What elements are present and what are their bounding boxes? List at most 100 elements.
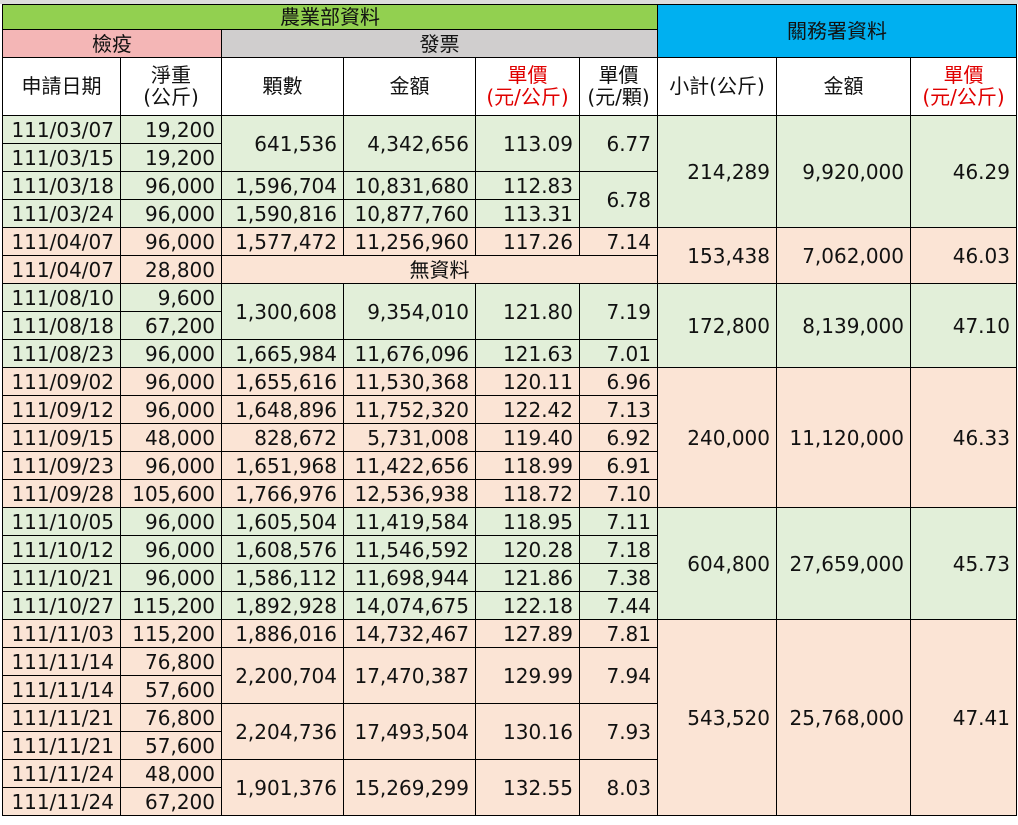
- count-cell: 1,605,504: [221, 507, 344, 536]
- customs-subtotal-cell: 604,800: [657, 507, 777, 620]
- weight-cell: 28,800: [120, 255, 222, 284]
- agri-header: 農業部資料: [2, 4, 658, 30]
- price-each-cell: 7.19: [579, 283, 658, 340]
- count-cell: 1,596,704: [221, 171, 344, 200]
- price-kg-cell: 117.26: [475, 227, 580, 256]
- price-each-cell: 6.77: [579, 115, 658, 172]
- price-kg-cell: 118.95: [475, 507, 580, 536]
- customs-header: 關務署資料: [657, 4, 1017, 58]
- weight-cell: 115,200: [120, 619, 222, 648]
- weight-cell: 96,000: [120, 339, 222, 368]
- date-cell: 111/03/07: [2, 115, 121, 144]
- col-header-unit-price-each: 單價 (元/顆): [579, 57, 658, 116]
- weight-cell: 105,600: [120, 479, 222, 508]
- count-cell: 1,648,896: [221, 395, 344, 424]
- count-cell: 1,300,608: [221, 283, 344, 340]
- customs-amount-cell: 25,768,000: [776, 619, 911, 816]
- col-header-customs-amount: 金額: [776, 57, 911, 116]
- date-cell: 111/09/12: [2, 395, 121, 424]
- amount-cell: 4,342,656: [343, 115, 476, 172]
- weight-cell: 19,200: [120, 143, 222, 172]
- weight-cell: 76,800: [120, 647, 222, 676]
- amount-cell: 11,530,368: [343, 367, 476, 396]
- weight-cell: 57,600: [120, 675, 222, 704]
- price-kg-cell: 120.28: [475, 535, 580, 564]
- price-kg-cell: 112.83: [475, 171, 580, 200]
- price-each-cell: 6.96: [579, 367, 658, 396]
- weight-cell: 96,000: [120, 451, 222, 480]
- amount-cell: 11,752,320: [343, 395, 476, 424]
- weight-cell: 96,000: [120, 507, 222, 536]
- weight-cell: 96,000: [120, 199, 222, 228]
- amount-cell: 11,546,592: [343, 535, 476, 564]
- col-header-subtotal-kg: 小計(公斤): [657, 57, 777, 116]
- price-kg-cell: 127.89: [475, 619, 580, 648]
- count-cell: 1,886,016: [221, 619, 344, 648]
- customs-subtotal-cell: 172,800: [657, 283, 777, 368]
- date-cell: 111/11/24: [2, 759, 121, 788]
- price-kg-cell: 122.18: [475, 591, 580, 620]
- amount-cell: 11,676,096: [343, 339, 476, 368]
- no-data-cell: 無資料: [221, 255, 658, 284]
- count-cell: 1,901,376: [221, 759, 344, 816]
- customs-amount-cell: 11,120,000: [776, 367, 911, 508]
- date-cell: 111/11/24: [2, 787, 121, 816]
- customs-amount-cell: 9,920,000: [776, 115, 911, 228]
- customs-subtotal-cell: 153,438: [657, 227, 777, 284]
- weight-cell: 67,200: [120, 787, 222, 816]
- date-cell: 111/10/27: [2, 591, 121, 620]
- amount-cell: 11,698,944: [343, 563, 476, 592]
- col-header-unit-price-kg: 單價 (元/公斤): [475, 57, 580, 116]
- count-cell: 1,665,984: [221, 339, 344, 368]
- col-header-date: 申請日期: [2, 57, 121, 116]
- amount-cell: 17,470,387: [343, 647, 476, 704]
- amount-cell: 5,731,008: [343, 423, 476, 452]
- amount-cell: 11,256,960: [343, 227, 476, 256]
- weight-cell: 96,000: [120, 171, 222, 200]
- weight-cell: 115,200: [120, 591, 222, 620]
- price-each-cell: 8.03: [579, 759, 658, 816]
- price-each-cell: 7.94: [579, 647, 658, 704]
- count-cell: 1,655,616: [221, 367, 344, 396]
- date-cell: 111/09/28: [2, 479, 121, 508]
- price-each-cell: 7.14: [579, 227, 658, 256]
- spreadsheet-top-edge: [0, 0, 1018, 4]
- weight-cell: 67,200: [120, 311, 222, 340]
- date-cell: 111/11/03: [2, 619, 121, 648]
- price-kg-cell: 119.40: [475, 423, 580, 452]
- customs-price-cell: 46.03: [910, 227, 1017, 284]
- date-cell: 111/11/14: [2, 675, 121, 704]
- customs-amount-cell: 8,139,000: [776, 283, 911, 368]
- weight-cell: 57,600: [120, 731, 222, 760]
- price-each-cell: 6.92: [579, 423, 658, 452]
- count-cell: 2,200,704: [221, 647, 344, 704]
- date-cell: 111/11/21: [2, 703, 121, 732]
- weight-cell: 19,200: [120, 115, 222, 144]
- price-each-cell: 7.44: [579, 591, 658, 620]
- date-cell: 111/09/23: [2, 451, 121, 480]
- amount-cell: 15,269,299: [343, 759, 476, 816]
- date-cell: 111/09/02: [2, 367, 121, 396]
- price-each-cell: 7.13: [579, 395, 658, 424]
- customs-amount-cell: 7,062,000: [776, 227, 911, 284]
- price-kg-cell: 113.31: [475, 199, 580, 228]
- count-cell: 1,766,976: [221, 479, 344, 508]
- date-cell: 111/04/07: [2, 227, 121, 256]
- weight-cell: 96,000: [120, 563, 222, 592]
- amount-cell: 11,422,656: [343, 451, 476, 480]
- weight-cell: 76,800: [120, 703, 222, 732]
- date-cell: 111/09/15: [2, 423, 121, 452]
- count-cell: 2,204,736: [221, 703, 344, 760]
- price-kg-cell: 118.99: [475, 451, 580, 480]
- amount-cell: 9,354,010: [343, 283, 476, 340]
- price-each-cell: 6.91: [579, 451, 658, 480]
- invoice-header: 發票: [221, 29, 658, 58]
- quarantine-header: 檢疫: [2, 29, 222, 58]
- col-header-customs-unit-price: 單價 (元/公斤): [910, 57, 1017, 116]
- price-kg-cell: 121.86: [475, 563, 580, 592]
- date-cell: 111/10/21: [2, 563, 121, 592]
- customs-amount-cell: 27,659,000: [776, 507, 911, 620]
- customs-subtotal-cell: 543,520: [657, 619, 777, 816]
- price-each-cell: 7.93: [579, 703, 658, 760]
- amount-cell: 10,877,760: [343, 199, 476, 228]
